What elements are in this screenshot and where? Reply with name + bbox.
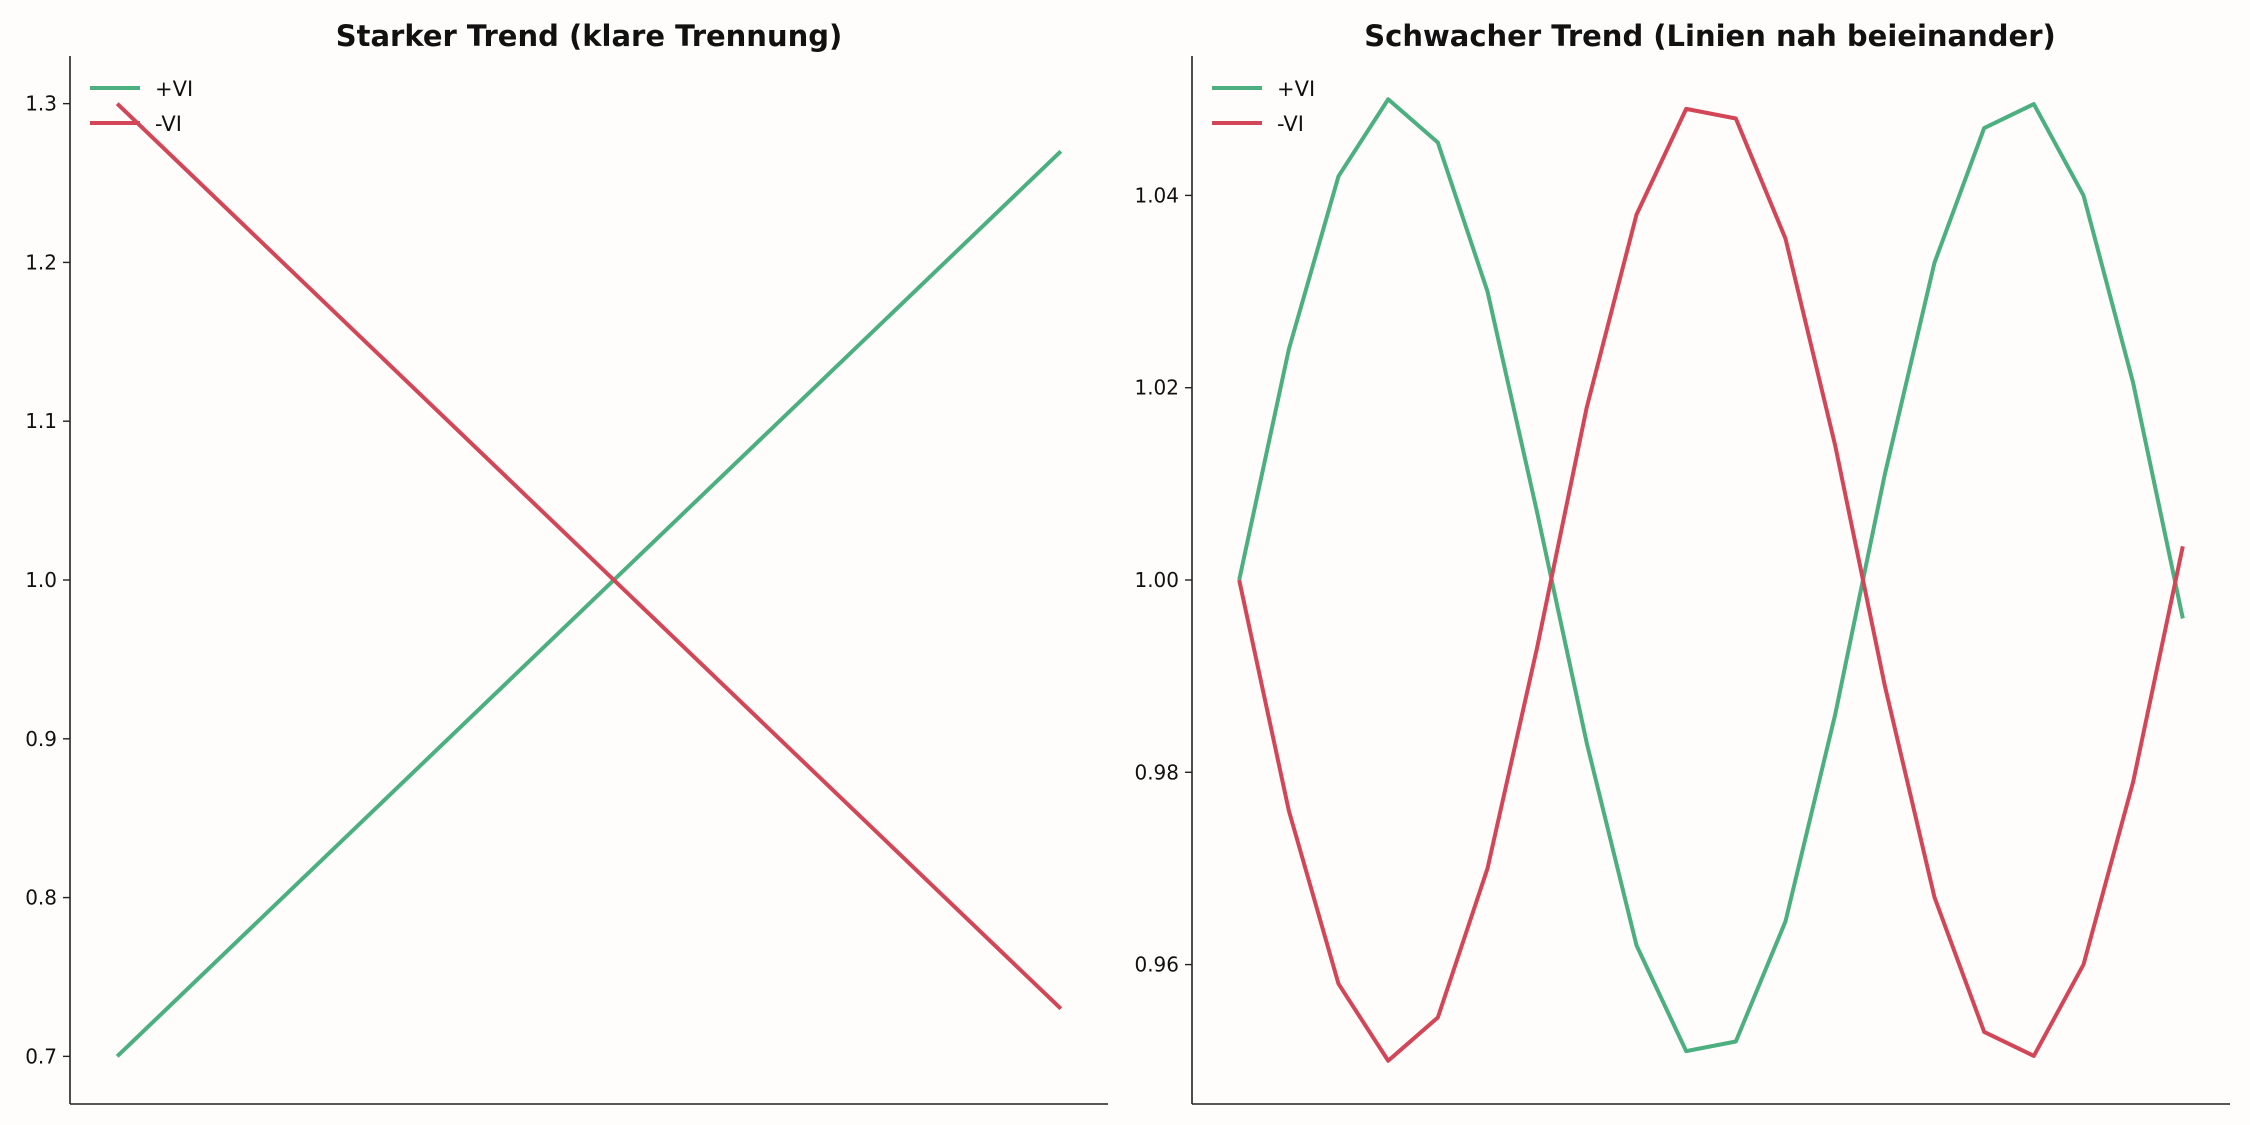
right-chart-legend: +VI -VI bbox=[1212, 77, 1315, 136]
legend-label-minus-vi: -VI bbox=[1277, 112, 1304, 136]
legend-label-minus-vi: -VI bbox=[155, 112, 182, 136]
left-chart-panel: Starker Trend (klare Trennung) 0.7 0.8 0.9… bbox=[25, 19, 1108, 1105]
series-line-plusminus-vi bbox=[115, 149, 1063, 1058]
y-tick-label: 0.96 bbox=[1134, 953, 1179, 977]
y-tick-label: 0.7 bbox=[25, 1044, 57, 1068]
legend-label-plus-vi: +VI bbox=[1277, 77, 1315, 101]
y-tick-label: 1.0 bbox=[25, 568, 57, 592]
series-line-plusminus-vi bbox=[1237, 97, 2185, 1054]
series-line-minus-vi bbox=[115, 102, 1063, 1011]
right-chart-title: Schwacher Trend (Linien nah beieinander) bbox=[1364, 19, 2056, 53]
y-tick-label: 1.02 bbox=[1134, 376, 1179, 400]
y-tick-label: 1.1 bbox=[25, 409, 57, 433]
legend-label-plus-vi: +VI bbox=[155, 77, 193, 101]
series-line-minus-vi bbox=[1237, 106, 2185, 1063]
y-tick-label: 1.3 bbox=[25, 92, 57, 116]
y-tick-label: 0.9 bbox=[25, 727, 57, 751]
right-chart-panel: Schwacher Trend (Linien nah beieinander)… bbox=[1134, 19, 2230, 1105]
y-tick-label: 1.2 bbox=[25, 250, 57, 274]
y-tick-label: 0.8 bbox=[25, 886, 57, 910]
y-tick-label: 1.00 bbox=[1134, 568, 1179, 592]
left-chart-title: Starker Trend (klare Trennung) bbox=[336, 19, 843, 53]
left-chart-plot-area: 0.7 0.8 0.9 1.0 1.1 1.2 1.3 bbox=[25, 56, 1108, 1105]
y-tick-label: 1.04 bbox=[1134, 183, 1179, 207]
left-chart-legend: +VI -VI bbox=[90, 77, 193, 136]
y-tick-label: 0.98 bbox=[1134, 760, 1179, 784]
right-chart-plot-area: 0.96 0.98 1.00 1.02 1.04 bbox=[1134, 56, 2230, 1105]
